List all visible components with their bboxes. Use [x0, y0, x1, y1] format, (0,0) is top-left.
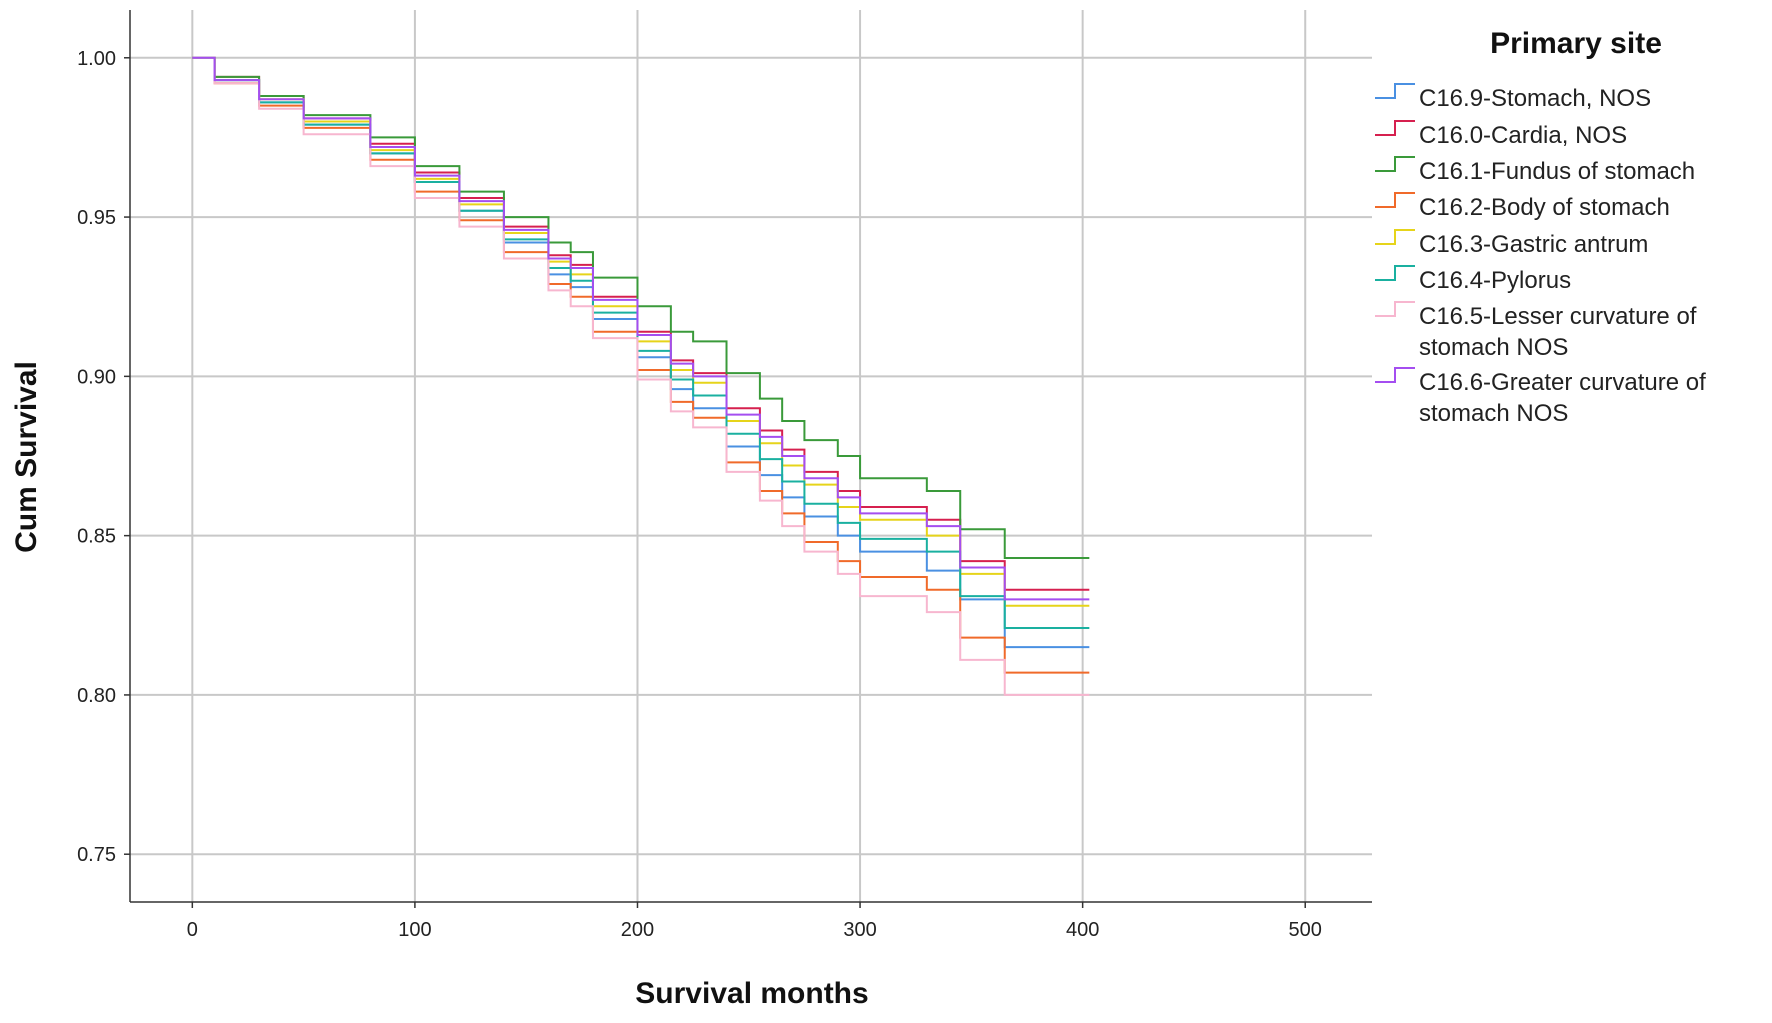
- legend-symbol: [1375, 367, 1415, 383]
- series-line: [192, 56, 1090, 696]
- x-tick-label: 100: [398, 919, 431, 941]
- legend-label: C16.5-Lesser curvature of: [1419, 303, 1697, 330]
- legend-title: Primary site: [1490, 27, 1662, 60]
- legend: Primary site C16.9-Stomach, NOS C16.0-Car…: [1375, 27, 1706, 427]
- grid-layer: [130, 10, 1372, 902]
- y-tick-label: 0.85: [77, 526, 116, 548]
- series-line: [192, 56, 1090, 591]
- series-line: [192, 56, 1090, 674]
- y-tick-label: 1.00: [77, 48, 116, 70]
- series-line: [192, 56, 1090, 630]
- y-tick-label: 0.75: [77, 844, 116, 866]
- x-tick-label: 400: [1066, 919, 1099, 941]
- x-axis-title: Survival months: [635, 977, 868, 1010]
- legend-label: C16.4-Pylorus: [1419, 267, 1571, 294]
- legend-symbol: [1375, 83, 1415, 99]
- series-line: [192, 56, 1090, 559]
- y-tick-label: 0.90: [77, 366, 116, 388]
- series-line: [192, 56, 1090, 601]
- legend-label: C16.0-Cardia, NOS: [1419, 122, 1627, 149]
- y-axis-title: Cum Survival: [10, 361, 43, 553]
- x-tick-label: 300: [843, 919, 876, 941]
- legend-symbol: [1375, 156, 1415, 172]
- legend-label: C16.1-Fundus of stomach: [1419, 158, 1695, 185]
- legend-symbol: [1375, 192, 1415, 208]
- legend-label: C16.9-Stomach, NOS: [1419, 85, 1651, 112]
- legend-label: C16.3-Gastric antrum: [1419, 231, 1648, 258]
- x-tick-label: 200: [621, 919, 654, 941]
- legend-label: C16.6-Greater curvature of: [1419, 369, 1706, 396]
- x-tick-label: 0: [187, 919, 198, 941]
- y-tick-label: 0.80: [77, 685, 116, 707]
- legend-symbol: [1375, 301, 1415, 317]
- y-tick-label: 0.95: [77, 207, 116, 229]
- axes-layer: [129, 10, 1372, 903]
- legend-label: C16.2-Body of stomach: [1419, 194, 1670, 221]
- x-tick-label: 500: [1289, 919, 1322, 941]
- legend-label: stomach NOS: [1419, 334, 1568, 361]
- legend-symbol: [1375, 120, 1415, 136]
- series-line: [192, 56, 1090, 649]
- series-layer: [192, 56, 1090, 696]
- legend-label: stomach NOS: [1419, 400, 1568, 427]
- legend-symbol: [1375, 265, 1415, 281]
- legend-symbol: [1375, 229, 1415, 245]
- ticks-layer: 0 100 200 300 400 500 0.75 0.80 0.85 0.90 0.95 1.00: [77, 48, 1322, 941]
